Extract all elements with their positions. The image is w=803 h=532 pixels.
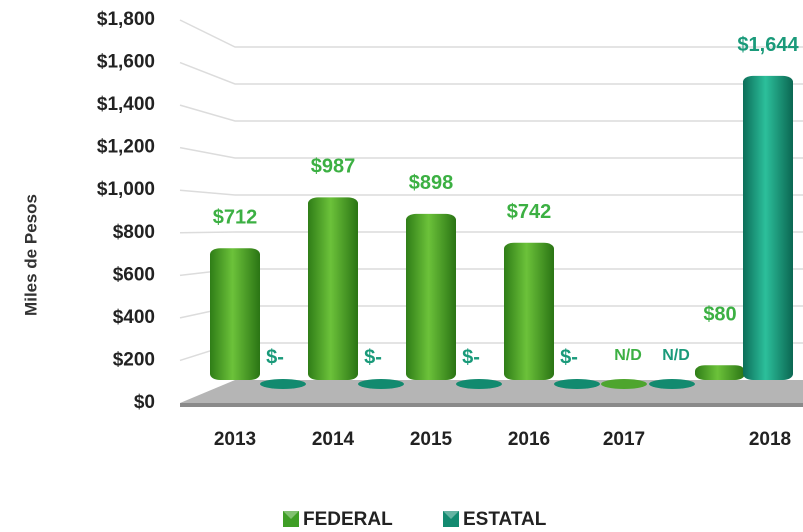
bar bbox=[743, 75, 793, 381]
value-label: $- bbox=[266, 346, 284, 368]
x-tick-label: 2017 bbox=[603, 429, 645, 450]
y-tick-label: $400 bbox=[113, 307, 155, 328]
y-tick-label: $1,600 bbox=[97, 52, 155, 73]
grid-line bbox=[179, 104, 803, 122]
grid-line bbox=[179, 268, 803, 277]
y-tick-label: $800 bbox=[113, 222, 155, 243]
grid-line bbox=[179, 61, 803, 85]
bar bbox=[504, 242, 554, 380]
legend-swatch-shade bbox=[283, 511, 299, 519]
legend-label: ESTATAL bbox=[463, 509, 547, 530]
no-data-disc bbox=[649, 379, 695, 389]
bar bbox=[308, 197, 358, 380]
bar bbox=[210, 248, 260, 380]
value-label: $742 bbox=[507, 201, 552, 223]
x-tick-label: 2014 bbox=[312, 429, 355, 450]
bar bbox=[695, 365, 745, 380]
floor bbox=[180, 380, 803, 403]
value-label: $987 bbox=[311, 156, 356, 178]
x-tick-label: 2018 bbox=[749, 429, 791, 450]
value-label: $- bbox=[462, 346, 480, 368]
y-axis-label: Miles de Pesos bbox=[21, 194, 40, 316]
y-tick-label: $1,200 bbox=[97, 137, 155, 158]
bar bbox=[554, 379, 600, 389]
bar bbox=[358, 379, 404, 389]
bar bbox=[260, 379, 306, 389]
legend-swatch bbox=[443, 511, 459, 527]
y-tick-label: $1,400 bbox=[97, 94, 155, 115]
legend-label: FEDERAL bbox=[303, 509, 393, 530]
y-tick-label: $1,000 bbox=[97, 179, 155, 200]
bar bbox=[406, 213, 456, 380]
legend-swatch-shade bbox=[443, 511, 459, 519]
floor-edge bbox=[180, 403, 803, 407]
x-tick-label: 2015 bbox=[410, 429, 453, 450]
y-tick-label: $600 bbox=[113, 264, 155, 285]
value-label: $80 bbox=[703, 303, 736, 325]
grid-line bbox=[179, 146, 803, 159]
x-tick-label: 2013 bbox=[214, 429, 256, 450]
no-data-disc bbox=[601, 379, 647, 389]
value-label: N/D bbox=[662, 347, 690, 364]
value-label: N/D bbox=[614, 347, 642, 364]
value-label: $- bbox=[364, 346, 382, 368]
value-label: $- bbox=[560, 346, 578, 368]
grid-line bbox=[179, 19, 803, 48]
bar bbox=[456, 379, 502, 389]
y-tick-label: $0 bbox=[134, 392, 155, 413]
value-label: $898 bbox=[409, 172, 454, 194]
value-label: $712 bbox=[213, 207, 258, 229]
grid-line bbox=[179, 231, 803, 234]
y-tick-label: $1,800 bbox=[97, 9, 155, 30]
legend-swatch bbox=[283, 511, 299, 527]
y-tick-label: $200 bbox=[113, 349, 155, 370]
x-tick-label: 2016 bbox=[508, 429, 550, 450]
value-label: $1,644 bbox=[737, 34, 799, 56]
grid-line bbox=[179, 189, 803, 196]
